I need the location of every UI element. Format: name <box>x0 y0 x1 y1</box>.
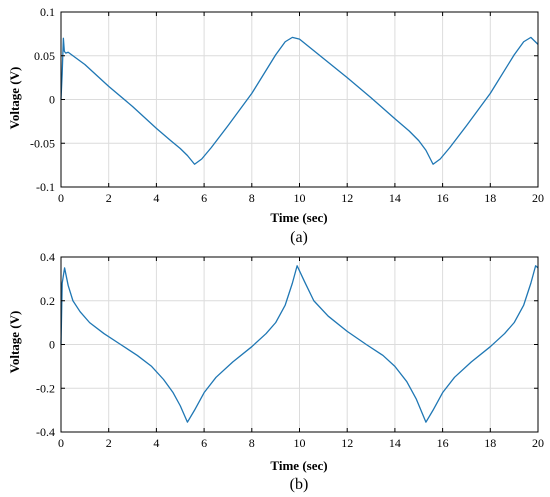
x-tick-label: 16 <box>437 191 449 205</box>
y-ticks-a: -0.1 -0.05 0 0.05 0.1 <box>30 5 538 194</box>
y-tick-label: 0 <box>49 338 55 352</box>
x-tick-label: 0 <box>58 191 64 205</box>
chart-panel-a: 0 2 4 6 8 10 12 14 16 18 20 -0.1 -0.05 0 0.05 0.1 Time… <box>7 5 544 246</box>
x-tick-label: 16 <box>437 436 449 450</box>
x-tick-label: 4 <box>153 436 159 450</box>
x-tick-label: 20 <box>532 436 544 450</box>
x-ticks-b: 0 2 4 6 8 10 12 14 16 18 20 <box>58 257 544 450</box>
y-tick-label: 0.1 <box>40 5 55 19</box>
x-tick-label: 10 <box>294 191 306 205</box>
series-line-b-0 <box>60 265 539 423</box>
y-tick-label: -0.2 <box>36 381 55 395</box>
y-tick-label: 0 <box>49 93 55 107</box>
y-tick-label: 0.4 <box>40 250 55 264</box>
series-group-b <box>60 265 539 423</box>
y-tick-label: -0.05 <box>30 136 55 150</box>
x-tick-label: 4 <box>153 191 159 205</box>
y-ticks-b: -0.4 -0.2 0 0.2 0.4 <box>36 250 538 439</box>
x-tick-label: 8 <box>249 436 255 450</box>
x-axis-label-a: Time (sec) <box>270 210 327 225</box>
grid-a <box>61 12 538 187</box>
y-tick-label: -0.4 <box>36 425 55 439</box>
y-tick-label: -0.1 <box>36 180 55 194</box>
x-tick-label: 2 <box>106 191 112 205</box>
x-tick-label: 14 <box>389 191 401 205</box>
grid-b <box>61 257 538 432</box>
panel-label-a: (a) <box>290 229 308 246</box>
x-ticks-a: 0 2 4 6 8 10 12 14 16 18 20 <box>58 12 544 205</box>
x-tick-label: 0 <box>58 436 64 450</box>
y-axis-label-b: Voltage (V) <box>7 311 22 374</box>
x-tick-label: 6 <box>201 191 207 205</box>
panel-label-b: (b) <box>290 476 309 493</box>
x-tick-label: 8 <box>249 191 255 205</box>
y-axis-label-a: Voltage (V) <box>7 67 22 130</box>
x-tick-label: 12 <box>341 436 353 450</box>
y-tick-label: 0.05 <box>34 49 55 63</box>
x-tick-label: 2 <box>106 436 112 450</box>
series-line-a-0 <box>60 36 539 165</box>
series-group-a <box>60 36 539 165</box>
x-tick-label: 14 <box>389 436 401 450</box>
x-tick-label: 12 <box>341 191 353 205</box>
x-tick-label: 20 <box>532 191 544 205</box>
x-axis-label-b: Time (sec) <box>270 458 327 473</box>
y-tick-label: 0.2 <box>40 294 55 308</box>
chart-panel-b: 0 2 4 6 8 10 12 14 16 18 20 -0.4 -0.2 0 0.2 0.4 Time (… <box>7 250 544 493</box>
x-tick-label: 18 <box>484 436 496 450</box>
x-tick-label: 10 <box>294 436 306 450</box>
x-tick-label: 18 <box>484 191 496 205</box>
x-tick-label: 6 <box>201 436 207 450</box>
